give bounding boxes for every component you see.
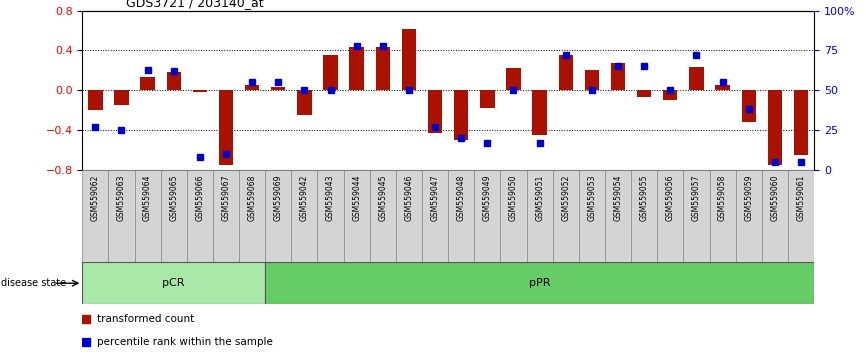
Bar bbox=[637, 90, 651, 97]
Bar bbox=[767, 90, 782, 165]
Text: GSM559062: GSM559062 bbox=[91, 175, 100, 221]
Text: GSM559058: GSM559058 bbox=[718, 175, 727, 221]
Bar bbox=[533, 90, 546, 135]
Text: transformed count: transformed count bbox=[97, 314, 194, 324]
Bar bbox=[161, 170, 187, 262]
Bar bbox=[507, 68, 520, 90]
Bar bbox=[82, 170, 108, 262]
Text: percentile rank within the sample: percentile rank within the sample bbox=[97, 337, 273, 347]
Bar bbox=[239, 170, 265, 262]
Bar bbox=[663, 90, 677, 100]
Bar bbox=[370, 170, 396, 262]
Bar bbox=[193, 90, 207, 92]
Text: GSM559042: GSM559042 bbox=[300, 175, 309, 221]
Bar bbox=[82, 262, 265, 304]
Text: GSM559046: GSM559046 bbox=[404, 175, 413, 221]
Bar bbox=[735, 170, 762, 262]
Text: GSM559045: GSM559045 bbox=[378, 175, 387, 221]
Bar bbox=[291, 170, 318, 262]
Bar bbox=[449, 170, 475, 262]
Bar bbox=[709, 170, 735, 262]
Text: GSM559050: GSM559050 bbox=[509, 175, 518, 221]
Bar bbox=[402, 29, 417, 90]
Bar bbox=[114, 90, 129, 105]
Text: GSM559063: GSM559063 bbox=[117, 175, 126, 221]
Bar bbox=[297, 90, 312, 115]
Bar bbox=[578, 170, 605, 262]
Text: GSM559056: GSM559056 bbox=[666, 175, 675, 221]
Bar bbox=[683, 170, 709, 262]
Text: GSM559057: GSM559057 bbox=[692, 175, 701, 221]
Text: GSM559053: GSM559053 bbox=[587, 175, 597, 221]
Text: GSM559048: GSM559048 bbox=[456, 175, 466, 221]
Text: disease state: disease state bbox=[1, 278, 66, 288]
Text: GSM559054: GSM559054 bbox=[613, 175, 623, 221]
Bar bbox=[265, 262, 814, 304]
Text: GSM559064: GSM559064 bbox=[143, 175, 152, 221]
Text: GSM559069: GSM559069 bbox=[274, 175, 283, 221]
Bar bbox=[271, 87, 286, 90]
Bar bbox=[794, 90, 808, 155]
Text: GSM559061: GSM559061 bbox=[797, 175, 805, 221]
Bar bbox=[213, 170, 239, 262]
Bar bbox=[245, 85, 259, 90]
Bar bbox=[350, 47, 364, 90]
Bar bbox=[265, 170, 291, 262]
Text: GSM559066: GSM559066 bbox=[196, 175, 204, 221]
Bar bbox=[631, 170, 657, 262]
Bar bbox=[527, 170, 553, 262]
Bar bbox=[428, 90, 443, 133]
Text: GSM559059: GSM559059 bbox=[744, 175, 753, 221]
Bar bbox=[134, 170, 161, 262]
Bar bbox=[501, 170, 527, 262]
Text: pCR: pCR bbox=[163, 278, 185, 288]
Text: GSM559065: GSM559065 bbox=[169, 175, 178, 221]
Bar bbox=[585, 70, 599, 90]
Text: GSM559051: GSM559051 bbox=[535, 175, 544, 221]
Bar bbox=[657, 170, 683, 262]
Bar bbox=[166, 72, 181, 90]
Bar bbox=[605, 170, 631, 262]
Text: GSM559049: GSM559049 bbox=[483, 175, 492, 221]
Text: GSM559055: GSM559055 bbox=[640, 175, 649, 221]
Bar bbox=[689, 67, 703, 90]
Bar bbox=[187, 170, 213, 262]
Text: GSM559043: GSM559043 bbox=[326, 175, 335, 221]
Bar bbox=[762, 170, 788, 262]
Bar bbox=[475, 170, 501, 262]
Bar bbox=[553, 170, 578, 262]
Bar bbox=[788, 170, 814, 262]
Bar bbox=[480, 90, 494, 108]
Bar bbox=[422, 170, 449, 262]
Bar bbox=[140, 77, 155, 90]
Text: GDS3721 / 203140_at: GDS3721 / 203140_at bbox=[126, 0, 263, 9]
Text: GSM559044: GSM559044 bbox=[352, 175, 361, 221]
Bar bbox=[108, 170, 134, 262]
Bar bbox=[219, 90, 233, 165]
Bar bbox=[376, 47, 390, 90]
Bar bbox=[715, 85, 730, 90]
Text: GSM559047: GSM559047 bbox=[430, 175, 440, 221]
Bar bbox=[323, 56, 338, 90]
Bar bbox=[741, 90, 756, 122]
Bar bbox=[454, 90, 469, 140]
Text: pPR: pPR bbox=[529, 278, 551, 288]
Bar bbox=[344, 170, 370, 262]
Bar bbox=[318, 170, 344, 262]
Text: GSM559067: GSM559067 bbox=[222, 175, 230, 221]
Bar bbox=[559, 56, 573, 90]
Bar bbox=[396, 170, 422, 262]
Text: GSM559052: GSM559052 bbox=[561, 175, 570, 221]
Text: GSM559068: GSM559068 bbox=[248, 175, 256, 221]
Bar bbox=[611, 63, 625, 90]
Text: GSM559060: GSM559060 bbox=[771, 175, 779, 221]
Bar bbox=[88, 90, 102, 110]
